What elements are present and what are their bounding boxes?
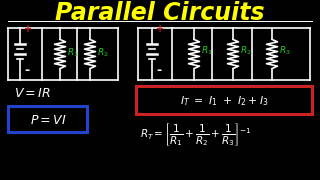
Text: $R_1$: $R_1$: [201, 45, 213, 57]
Text: -: -: [24, 64, 29, 77]
Text: $P = VI$: $P = VI$: [30, 114, 66, 127]
Text: $R_3$: $R_3$: [279, 45, 291, 57]
Text: $R_2$: $R_2$: [240, 45, 252, 57]
Text: +: +: [24, 24, 32, 34]
Text: +: +: [156, 24, 164, 34]
Text: -: -: [156, 64, 161, 77]
Text: $R_T = \left[\dfrac{1}{R_1}+\dfrac{1}{R_2}+\dfrac{1}{R_3}\right]^{-1}$: $R_T = \left[\dfrac{1}{R_1}+\dfrac{1}{R_…: [140, 122, 252, 148]
Text: $R_1$: $R_1$: [67, 47, 79, 59]
Text: $V = IR$: $V = IR$: [14, 87, 51, 100]
Text: $R_2$: $R_2$: [97, 47, 109, 59]
Text: $I_T\ =\ I_1\ +\ I_2+I_3$: $I_T\ =\ I_1\ +\ I_2+I_3$: [180, 94, 268, 108]
Text: Parallel Circuits: Parallel Circuits: [55, 1, 265, 25]
